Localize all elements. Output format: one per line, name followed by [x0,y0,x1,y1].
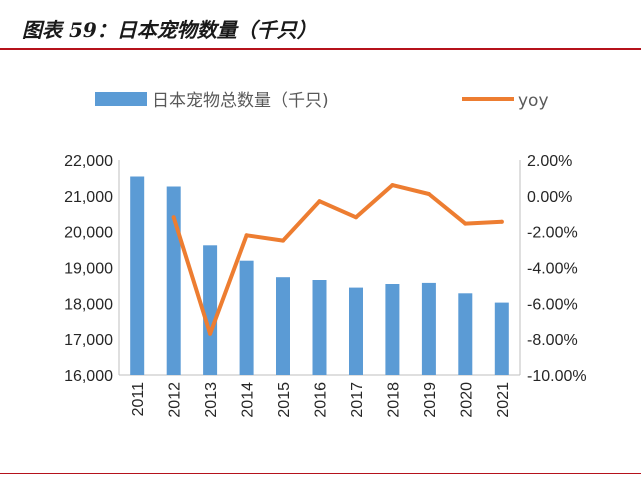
left-tick-label: 21,000 [64,189,113,206]
yoy-point-2018 [390,183,395,188]
title-rule [0,48,641,50]
left-tick-label: 19,000 [64,261,113,278]
bar-2014 [239,260,254,375]
figure-title: 图表 59：日本宠物数量（千只） [22,18,317,42]
left-tick-label: 17,000 [64,332,113,349]
x-tick-label: 2013 [203,382,220,418]
right-tick-label: 2.00% [527,153,572,170]
right-tick-label: -2.00% [527,225,578,242]
right-tick-label: -6.00% [527,296,578,313]
right-tick-label: 0.00% [527,189,572,206]
yoy-point-2014 [244,233,249,238]
line-series [171,183,504,336]
yoy-point-2020 [463,221,468,226]
yoy-point-2019 [426,192,431,196]
right-tick-label: -8.00% [527,332,578,349]
x-tick-label: 2012 [167,382,184,418]
bar-2017 [349,287,363,375]
bar-2011 [130,176,145,375]
x-tick-label: 2021 [495,382,512,418]
yoy-point-2015 [281,238,285,243]
yoy-point-2013 [208,331,213,336]
legend-bar-label: 日本宠物总数量（千只) [152,91,329,111]
bar-2018 [385,284,400,375]
bar-2015 [276,277,290,375]
yoy-line [171,183,504,336]
left-tick-label: 16,000 [64,368,113,385]
yoy-point-2017 [354,215,358,220]
bar-2020 [458,293,473,375]
x-tick-label: 2014 [240,382,257,418]
x-tick-label: 2018 [385,382,402,418]
x-tick-label: 2019 [422,382,439,418]
left-tick-label: 22,000 [64,153,113,170]
legend-bar-swatch [95,92,147,106]
legend-line-label: yoy [518,91,549,111]
x-tick-label: 2020 [458,382,475,418]
right-tick-label: -4.00% [527,261,578,278]
x-tick-label: 2016 [313,382,330,418]
legend: 日本宠物总数量（千只) yoy [95,91,549,111]
bar-series [130,176,509,375]
tick-labels: 16,000 17,000 18,000 19,000 20,000 21,000 22,0… [64,153,587,418]
x-tick-label: 2017 [349,382,366,418]
yoy-point-2012 [171,215,176,220]
x-tick-label: 2011 [130,382,147,417]
right-tick-label: -10.00% [527,368,587,385]
yoy-point-2016 [317,199,322,204]
left-tick-label: 20,000 [64,225,113,242]
yoy-point-2021 [499,219,504,224]
left-tick-label: 18,000 [64,296,113,313]
bottom-rule [0,473,641,474]
bar-2021 [494,302,509,375]
bar-2019 [421,282,436,375]
bar-2012 [166,186,181,375]
x-tick-label: 2015 [276,382,293,418]
bar-2013 [203,245,218,375]
bar-2016 [312,280,327,375]
